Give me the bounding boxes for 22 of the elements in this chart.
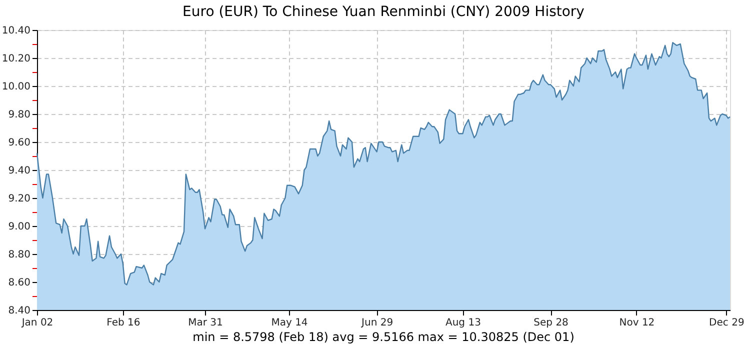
x-tick-label: Feb 16: [106, 318, 140, 328]
x-tick-label: Jan 02: [20, 318, 54, 328]
x-tick-label: Jun 29: [360, 318, 394, 328]
x-tick-label: Dec 29: [709, 318, 744, 328]
x-tick-label: Sep 28: [534, 318, 568, 328]
x-tick-label: Nov 12: [619, 318, 655, 328]
y-tick-label: 10.20: [2, 54, 30, 64]
y-tick-label: 9.00: [8, 222, 30, 232]
y-tick-label: 10.40: [2, 26, 30, 36]
y-tick-label: 10.00: [2, 82, 30, 92]
y-tick-label: 9.60: [8, 138, 30, 148]
x-tick-label: Aug 13: [446, 318, 481, 328]
y-tick-label: 8.80: [8, 250, 30, 260]
y-tick-label: 8.60: [8, 278, 30, 288]
y-tick-label: 9.20: [8, 194, 30, 204]
y-tick-label: 9.40: [8, 166, 30, 176]
x-tick-label: May 14: [271, 318, 308, 328]
chart-title: Euro (EUR) To Chinese Yuan Renminbi (CNY) 2009 History: [182, 4, 584, 20]
x-tick-label: Mar 31: [188, 318, 223, 328]
y-tick-label: 8.40: [8, 306, 30, 316]
y-tick-label: 9.80: [8, 110, 30, 120]
text: min = 8.5798 (Feb 18) avg = 9.5166 max = 10.30825 (Dec 01): [192, 330, 574, 344]
